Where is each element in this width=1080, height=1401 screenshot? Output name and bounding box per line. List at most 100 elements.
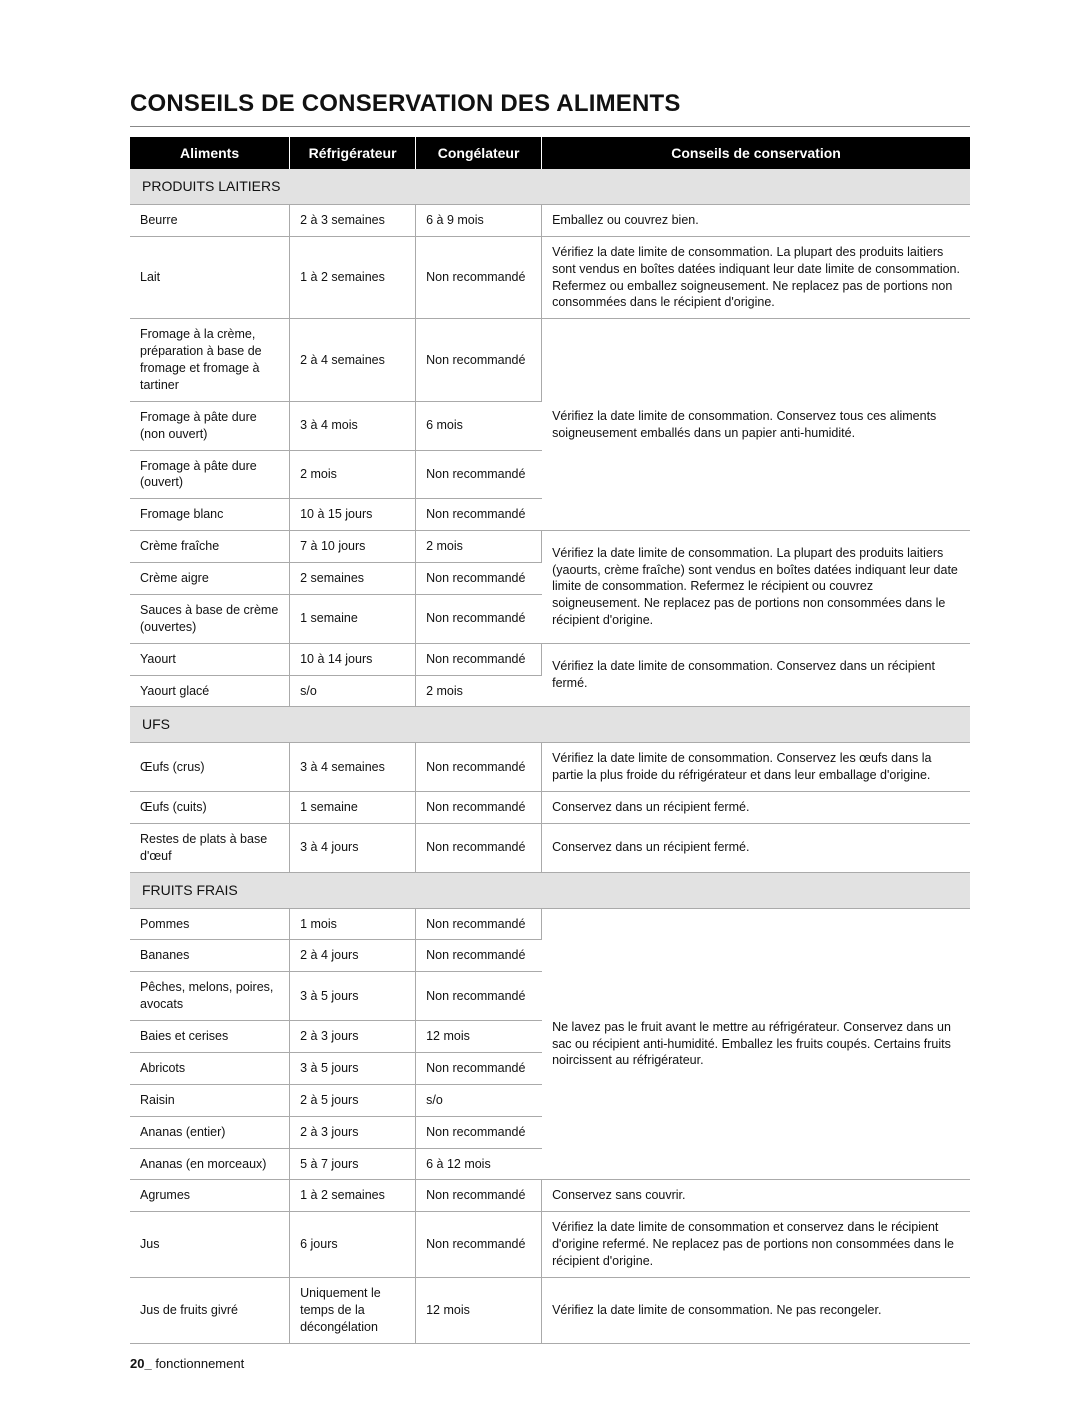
cell: Yaourt glacé bbox=[130, 675, 290, 707]
cell: 2 mois bbox=[290, 450, 416, 499]
cell: Non recommandé bbox=[416, 792, 542, 824]
cell: Œufs (crus) bbox=[130, 743, 290, 792]
cell: 6 mois bbox=[416, 401, 542, 450]
table-row: Fromage à la crème, préparation à base d… bbox=[130, 319, 970, 402]
cell: 5 à 7 jours bbox=[290, 1148, 416, 1180]
page-footer: 20_ fonctionnement bbox=[130, 1356, 970, 1371]
page-title: CONSEILS DE CONSERVATION DES ALIMENTS bbox=[130, 90, 970, 118]
section-fruits-label: FRUITS FRAIS bbox=[130, 872, 970, 908]
cell: 12 mois bbox=[416, 1277, 542, 1343]
cell: Fromage à pâte dure (non ouvert) bbox=[130, 401, 290, 450]
table-row: Œufs (crus) 3 à 4 semaines Non recommand… bbox=[130, 743, 970, 792]
cell: Jus de fruits givré bbox=[130, 1277, 290, 1343]
cell: 1 mois bbox=[290, 908, 416, 940]
cell: Non recommandé bbox=[416, 450, 542, 499]
table-row: Crème fraîche 7 à 10 jours 2 mois Vérifi… bbox=[130, 531, 970, 563]
cell: Non recommandé bbox=[416, 563, 542, 595]
cell: 6 jours bbox=[290, 1212, 416, 1278]
cell: Non recommandé bbox=[416, 908, 542, 940]
cell: Agrumes bbox=[130, 1180, 290, 1212]
cell: Lait bbox=[130, 236, 290, 319]
section-dairy-label: PRODUITS LAITIERS bbox=[130, 169, 970, 204]
cell: Bananes bbox=[130, 940, 290, 972]
cell: Yaourt bbox=[130, 643, 290, 675]
cell: Fromage blanc bbox=[130, 499, 290, 531]
cell: Non recommandé bbox=[416, 1212, 542, 1278]
cell: Jus bbox=[130, 1212, 290, 1278]
header-tips: Conseils de conservation bbox=[542, 137, 970, 169]
cell: 10 à 14 jours bbox=[290, 643, 416, 675]
cell: Œufs (cuits) bbox=[130, 792, 290, 824]
table-row: Œufs (cuits) 1 semaine Non recommandé Co… bbox=[130, 792, 970, 824]
page: CONSEILS DE CONSERVATION DES ALIMENTS Al… bbox=[0, 0, 1080, 1401]
cell: 1 semaine bbox=[290, 594, 416, 643]
cell: Vérifiez la date limite de consommation.… bbox=[542, 1277, 970, 1343]
cell: 1 à 2 semaines bbox=[290, 236, 416, 319]
cell: Non recommandé bbox=[416, 499, 542, 531]
table-row: Beurre 2 à 3 semaines 6 à 9 mois Emballe… bbox=[130, 204, 970, 236]
cell: 2 mois bbox=[416, 531, 542, 563]
section-row-fruits: FRUITS FRAIS bbox=[130, 872, 970, 908]
section-ufs-label: UFS bbox=[130, 707, 970, 743]
cell: 2 à 4 jours bbox=[290, 940, 416, 972]
cell: Ne lavez pas le fruit avant le mettre au… bbox=[542, 908, 970, 1180]
cell: Restes de plats à base d'œuf bbox=[130, 823, 290, 872]
cell: 3 à 4 mois bbox=[290, 401, 416, 450]
title-divider bbox=[130, 126, 970, 127]
cell: Conservez dans un récipient fermé. bbox=[542, 823, 970, 872]
food-storage-table: Aliments Réfrigérateur Congélateur Conse… bbox=[130, 137, 970, 1344]
cell: Conservez dans un récipient fermé. bbox=[542, 792, 970, 824]
cell: Uniquement le temps de la décongélation bbox=[290, 1277, 416, 1343]
cell: Vérifiez la date limite de consommation.… bbox=[542, 319, 970, 531]
cell: Vérifiez la date limite de consommation … bbox=[542, 1212, 970, 1278]
cell: Baies et cerises bbox=[130, 1021, 290, 1053]
header-food: Aliments bbox=[130, 137, 290, 169]
cell: Vérifiez la date limite de consommation.… bbox=[542, 643, 970, 707]
cell: s/o bbox=[290, 675, 416, 707]
cell: Sauces à base de crème (ouvertes) bbox=[130, 594, 290, 643]
cell: Vérifiez la date limite de consommation.… bbox=[542, 236, 970, 319]
cell: 1 semaine bbox=[290, 792, 416, 824]
cell: Non recommandé bbox=[416, 1180, 542, 1212]
cell: Non recommandé bbox=[416, 236, 542, 319]
cell: Emballez ou couvrez bien. bbox=[542, 204, 970, 236]
cell: Non recommandé bbox=[416, 743, 542, 792]
section-row-ufs: UFS bbox=[130, 707, 970, 743]
section-row-dairy: PRODUITS LAITIERS bbox=[130, 169, 970, 204]
cell: 3 à 5 jours bbox=[290, 972, 416, 1021]
table-row: Restes de plats à base d'œuf 3 à 4 jours… bbox=[130, 823, 970, 872]
cell: Non recommandé bbox=[416, 319, 542, 402]
footer-text: fonctionnement bbox=[152, 1356, 245, 1371]
table-row: Lait 1 à 2 semaines Non recommandé Vérif… bbox=[130, 236, 970, 319]
cell: 3 à 4 jours bbox=[290, 823, 416, 872]
table-row: Pommes 1 mois Non recommandé Ne lavez pa… bbox=[130, 908, 970, 940]
cell: 2 à 3 semaines bbox=[290, 204, 416, 236]
cell: Non recommandé bbox=[416, 972, 542, 1021]
cell: 10 à 15 jours bbox=[290, 499, 416, 531]
cell: Abricots bbox=[130, 1052, 290, 1084]
cell: 3 à 4 semaines bbox=[290, 743, 416, 792]
cell: Crème fraîche bbox=[130, 531, 290, 563]
cell: 2 à 3 jours bbox=[290, 1116, 416, 1148]
cell: Ananas (en morceaux) bbox=[130, 1148, 290, 1180]
header-freezer: Congélateur bbox=[416, 137, 542, 169]
cell: 6 à 12 mois bbox=[416, 1148, 542, 1180]
cell: Fromage à la crème, préparation à base d… bbox=[130, 319, 290, 402]
cell: Non recommandé bbox=[416, 643, 542, 675]
cell: 2 à 4 semaines bbox=[290, 319, 416, 402]
cell: Non recommandé bbox=[416, 1116, 542, 1148]
cell: Non recommandé bbox=[416, 594, 542, 643]
cell: Non recommandé bbox=[416, 1052, 542, 1084]
cell: 3 à 5 jours bbox=[290, 1052, 416, 1084]
cell: 6 à 9 mois bbox=[416, 204, 542, 236]
cell: 1 à 2 semaines bbox=[290, 1180, 416, 1212]
table-row: Yaourt 10 à 14 jours Non recommandé Véri… bbox=[130, 643, 970, 675]
cell: Pommes bbox=[130, 908, 290, 940]
cell: Raisin bbox=[130, 1084, 290, 1116]
table-row: Jus de fruits givré Uniquement le temps … bbox=[130, 1277, 970, 1343]
table-header-row: Aliments Réfrigérateur Congélateur Conse… bbox=[130, 137, 970, 169]
header-fridge: Réfrigérateur bbox=[290, 137, 416, 169]
cell: Fromage à pâte dure (ouvert) bbox=[130, 450, 290, 499]
table-row: Agrumes 1 à 2 semaines Non recommandé Co… bbox=[130, 1180, 970, 1212]
table-row: Jus 6 jours Non recommandé Vérifiez la d… bbox=[130, 1212, 970, 1278]
